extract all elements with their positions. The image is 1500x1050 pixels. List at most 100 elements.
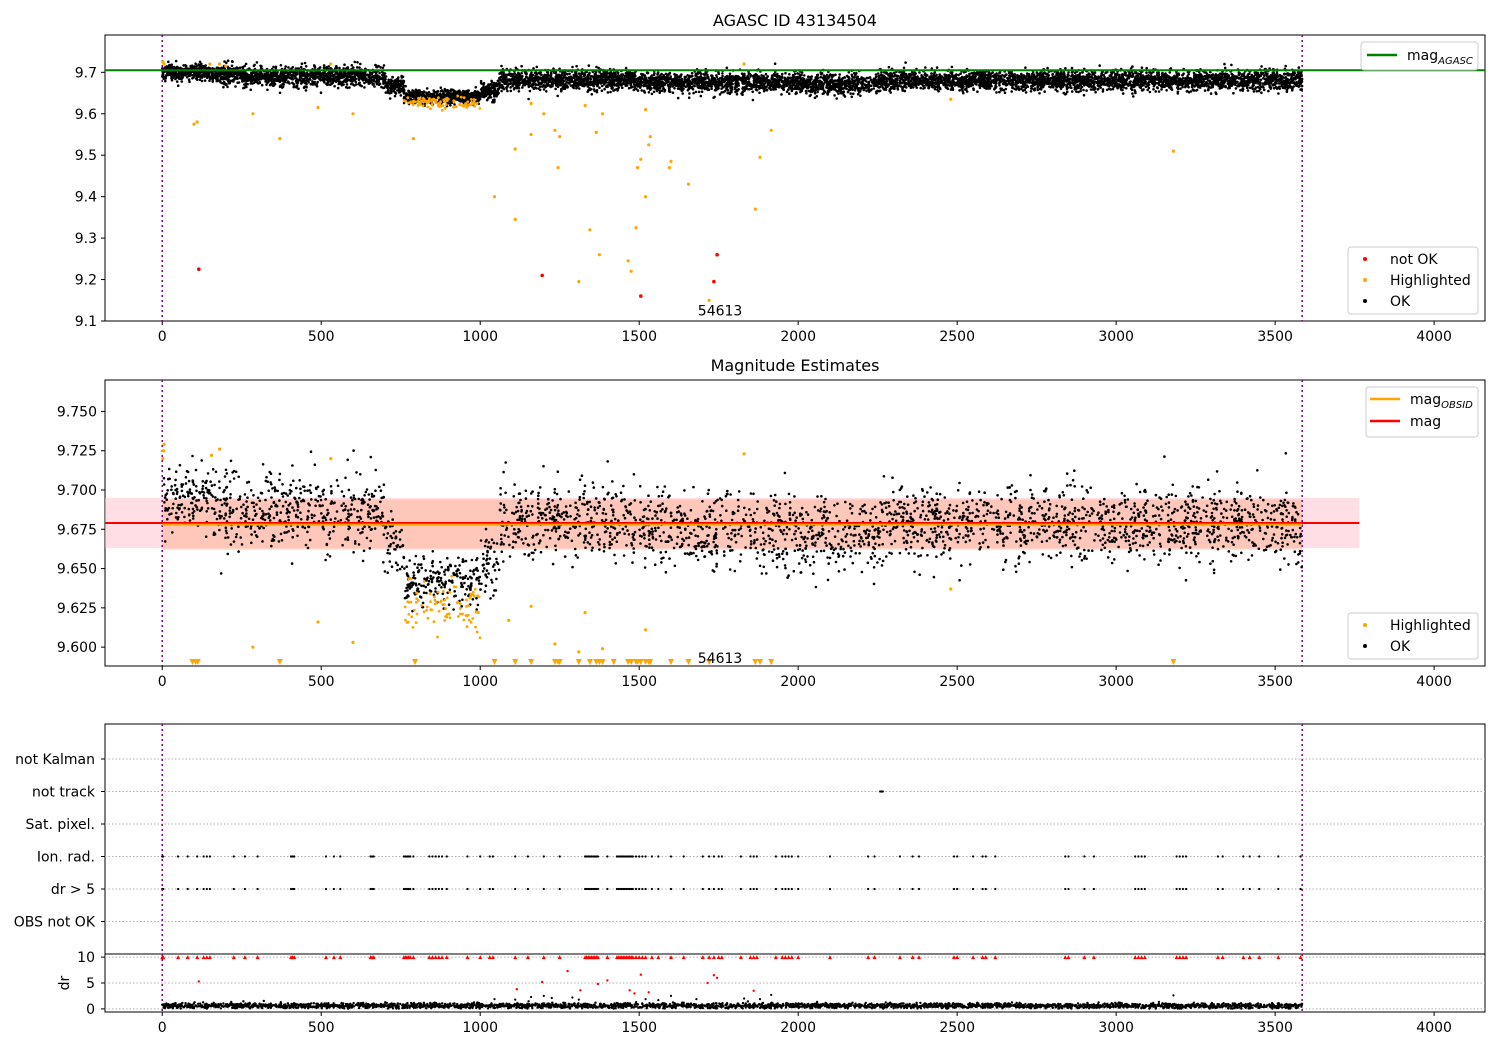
ok-point xyxy=(410,94,414,97)
ok-point xyxy=(812,86,815,90)
ok-point xyxy=(370,72,374,75)
ok-point xyxy=(668,90,672,93)
ok-point xyxy=(359,62,362,66)
ok-point xyxy=(205,76,209,79)
ok-point xyxy=(422,90,426,94)
ok-point xyxy=(211,70,214,74)
ok-point xyxy=(473,89,477,93)
ok-point xyxy=(768,86,771,90)
ok-point xyxy=(197,63,200,66)
ok-point xyxy=(533,86,537,89)
ok-point xyxy=(563,72,566,75)
ok-point xyxy=(687,76,691,79)
ok-point xyxy=(231,75,234,78)
ok-point xyxy=(244,74,247,77)
ok-point xyxy=(222,70,225,74)
ok-point xyxy=(774,79,777,82)
ok-point xyxy=(265,75,268,78)
ok-point xyxy=(545,90,548,93)
ok-point xyxy=(384,75,388,78)
ok-point xyxy=(832,84,836,87)
ok-point xyxy=(249,78,253,81)
ok-point xyxy=(751,90,754,94)
ok-point xyxy=(226,85,229,89)
ok-point xyxy=(188,80,191,84)
ok-point xyxy=(795,91,798,95)
ok-point xyxy=(619,84,623,87)
ok-point xyxy=(271,81,274,84)
ok-point xyxy=(717,79,721,82)
ok-point xyxy=(195,64,198,68)
ok-point xyxy=(688,92,691,95)
ok-point xyxy=(624,66,628,70)
ok-point xyxy=(622,81,625,85)
ok-point xyxy=(474,96,478,99)
ok-point xyxy=(754,85,758,89)
ok-point xyxy=(647,86,651,90)
ok-point xyxy=(227,81,231,85)
ok-point xyxy=(562,79,566,83)
ok-point xyxy=(339,76,342,79)
ok-point xyxy=(614,74,617,78)
ok-point xyxy=(485,98,489,102)
ok-point xyxy=(599,78,602,82)
ok-point xyxy=(849,92,852,95)
ok-point xyxy=(523,83,527,86)
ok-point xyxy=(164,77,167,80)
ok-point xyxy=(452,89,456,93)
ok-point xyxy=(466,97,470,100)
ok-point xyxy=(787,88,790,91)
ok-point xyxy=(536,80,540,83)
ok-point xyxy=(168,63,171,67)
ok-point xyxy=(619,80,622,83)
ok-point xyxy=(506,89,509,93)
ok-point xyxy=(481,87,484,91)
ok-point xyxy=(218,79,221,83)
ok-point xyxy=(587,64,591,67)
ok-point xyxy=(714,78,717,81)
ok-point xyxy=(835,85,838,88)
ok-point xyxy=(746,87,749,91)
ok-point xyxy=(800,88,804,91)
ok-point xyxy=(492,81,496,85)
ok-point xyxy=(671,91,675,94)
ok-point xyxy=(600,89,604,92)
ok-point xyxy=(170,63,173,66)
ok-point xyxy=(492,100,496,104)
ok-point xyxy=(364,80,368,84)
ok-point xyxy=(681,92,684,95)
ok-point xyxy=(723,78,726,82)
ok-point xyxy=(801,76,804,80)
ok-point xyxy=(837,78,841,82)
ok-point xyxy=(449,104,452,107)
ok-point xyxy=(359,74,363,77)
ok-point xyxy=(184,64,188,68)
ok-point xyxy=(791,84,795,87)
ok-point xyxy=(344,85,348,89)
ok-point xyxy=(842,90,846,93)
ok-point xyxy=(791,73,795,77)
ok-point xyxy=(597,66,600,70)
ok-point xyxy=(677,75,680,78)
ok-point xyxy=(663,76,667,79)
ok-point xyxy=(272,74,276,77)
ok-point xyxy=(173,73,177,77)
ok-point xyxy=(349,82,353,86)
ok-point xyxy=(315,73,318,77)
ok-point xyxy=(278,91,282,95)
ok-point xyxy=(688,81,691,84)
ok-point xyxy=(700,83,704,86)
ok-point xyxy=(509,74,513,77)
ok-point xyxy=(682,80,685,84)
ok-point xyxy=(806,75,810,78)
ok-point xyxy=(580,80,584,83)
ok-point xyxy=(653,72,656,75)
ok-point xyxy=(558,81,562,85)
ok-point xyxy=(284,65,288,68)
ok-point xyxy=(640,89,643,92)
ok-point xyxy=(256,82,260,85)
ok-point xyxy=(527,97,530,101)
ok-point xyxy=(758,84,762,87)
ok-point xyxy=(662,74,666,77)
